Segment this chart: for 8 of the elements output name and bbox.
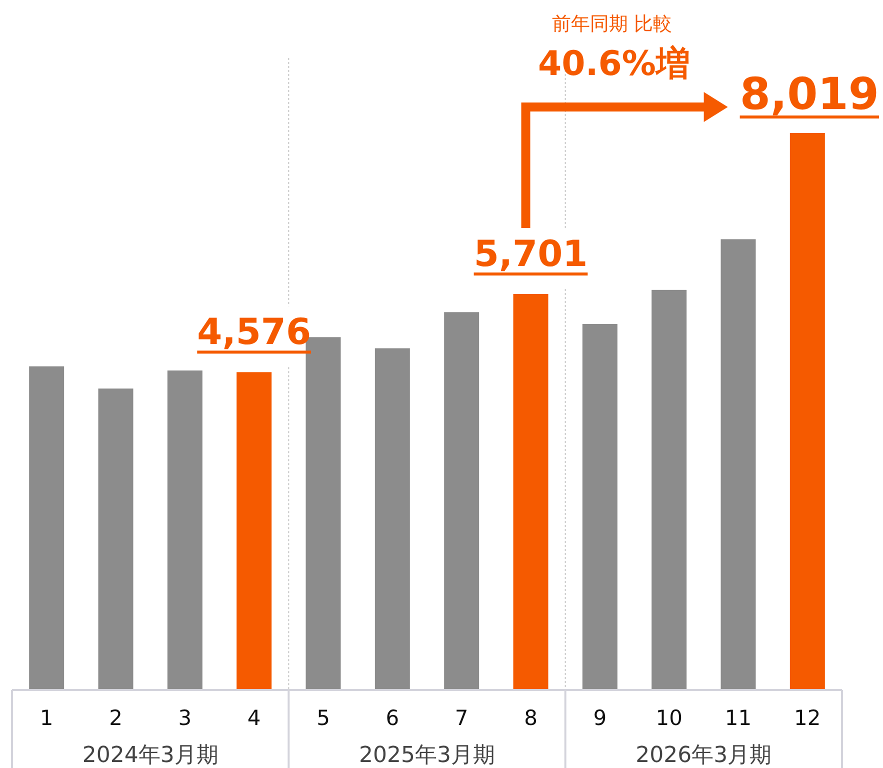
- text: 2025年3月期: [359, 743, 495, 768]
- data-label: 5,701: [474, 234, 588, 276]
- text: 2024年3月期: [82, 743, 218, 768]
- text: 40.6%増: [538, 44, 690, 84]
- data-label: 8,019: [740, 69, 880, 120]
- data-label: 4,576: [197, 312, 312, 354]
- text: 2026年3月期: [636, 743, 772, 768]
- text: 前年同期 比較: [552, 13, 672, 35]
